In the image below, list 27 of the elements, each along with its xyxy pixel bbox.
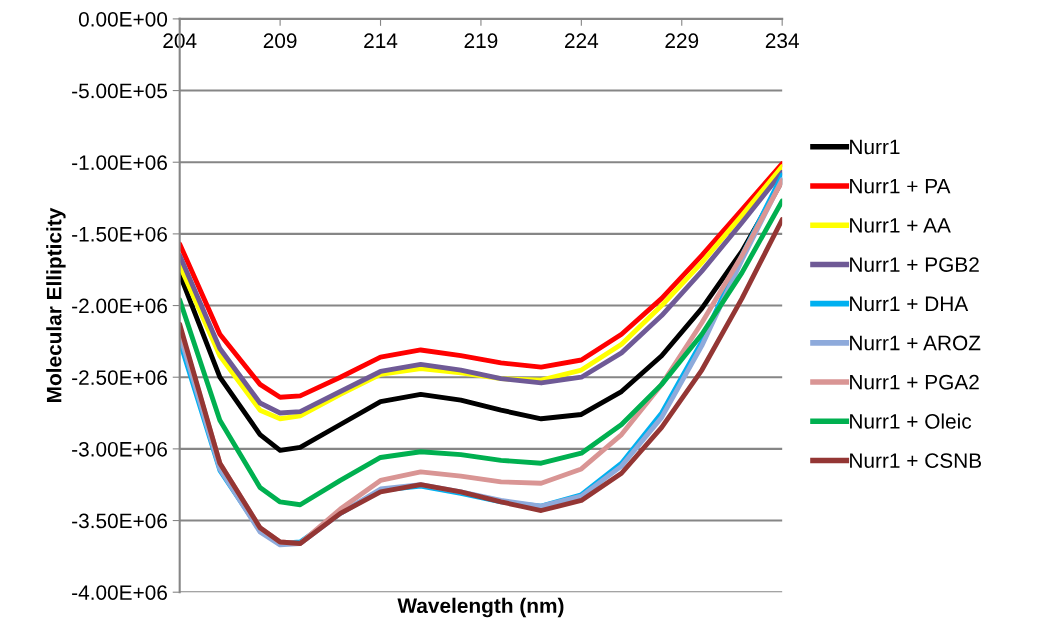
legend-label: Nurr1: [850, 139, 900, 155]
x-tick-label: 229: [665, 33, 699, 49]
y-tick-label: -2.50E+06: [72, 370, 167, 385]
x-axis-title: Wavelength (nm): [397, 597, 564, 618]
legend-label: Nurr1 + PGB2: [850, 257, 979, 272]
legend-label: Nurr1 + AROZ: [850, 335, 981, 351]
x-tick-label: 204: [163, 33, 197, 49]
y-tick-label: -4.00E+06: [72, 585, 167, 600]
y-tick-label: 0.00E+00: [78, 11, 168, 27]
x-tick-label: 214: [364, 33, 398, 48]
x-tick-label: 209: [263, 33, 297, 49]
y-axis-title: Molecular Ellipticity: [46, 207, 66, 402]
legend-label: Nurr1 + PGA2: [850, 374, 979, 390]
y-tick-label: -1.50E+06: [72, 226, 167, 242]
x-tick-label: 219: [464, 33, 498, 49]
x-tick-label: 224: [565, 33, 599, 48]
y-tick-label: -2.00E+06: [72, 298, 167, 314]
y-tick-label: -3.00E+06: [72, 441, 167, 457]
y-tick-label: -5.00E+05: [72, 83, 168, 99]
x-tick-label: 234: [765, 33, 799, 49]
legend-label: Nurr1 + CSNB: [850, 453, 982, 468]
legend-label: Nurr1 + DHA: [850, 296, 969, 312]
legend-label: Nurr1 + Oleic: [850, 413, 972, 429]
y-tick-label: -1.00E+06: [72, 155, 167, 170]
legend-label: Nurr1 + AA: [850, 218, 951, 233]
legend-label: Nurr1 + PA: [850, 178, 951, 194]
y-tick-label: -3.50E+06: [72, 513, 167, 529]
